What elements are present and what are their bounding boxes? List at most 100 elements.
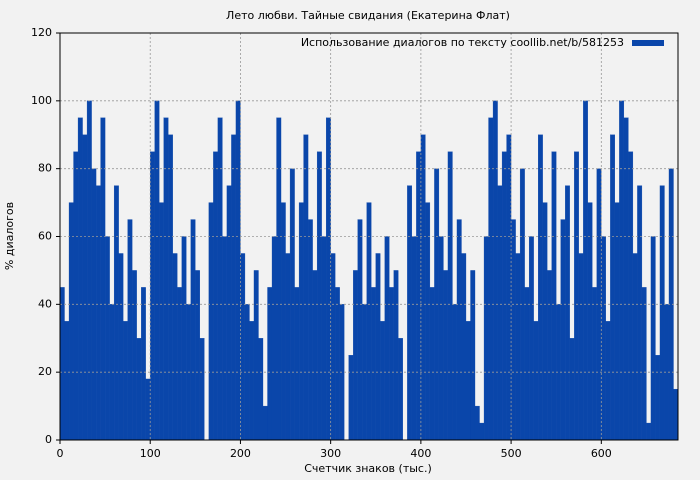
bar	[141, 287, 146, 441]
bar	[592, 287, 597, 441]
bar	[240, 253, 246, 441]
y-tick-label: 40	[38, 297, 52, 310]
x-tick-label: 300	[320, 447, 341, 460]
bar	[73, 151, 79, 441]
bar	[235, 100, 241, 441]
bar	[226, 185, 232, 441]
bar	[614, 202, 620, 441]
bar	[497, 185, 503, 441]
bar	[123, 321, 128, 441]
bar	[222, 236, 228, 441]
bar	[380, 321, 385, 441]
bar	[199, 338, 205, 441]
bar	[271, 236, 277, 441]
bar	[77, 117, 83, 441]
bar	[583, 100, 588, 441]
x-tick-label: 0	[57, 447, 64, 460]
bar	[533, 321, 539, 441]
bar	[384, 236, 390, 441]
bar	[208, 202, 214, 441]
bar	[488, 117, 494, 441]
bar	[181, 236, 187, 441]
bar	[425, 202, 431, 441]
bar	[150, 151, 155, 441]
x-axis-label: Счетчик знаков (тыс.)	[304, 462, 432, 475]
bar	[298, 202, 304, 441]
bar	[127, 219, 133, 441]
x-tick-label: 600	[591, 447, 612, 460]
bar	[330, 253, 336, 441]
bar	[632, 253, 638, 441]
bar	[655, 355, 661, 441]
bar	[506, 134, 512, 441]
bar	[411, 236, 417, 441]
x-tick-label: 100	[140, 447, 161, 460]
bar	[637, 185, 643, 441]
bar	[619, 100, 625, 441]
bar	[587, 202, 593, 441]
bar	[610, 134, 615, 441]
bar	[416, 151, 422, 441]
plot-frame	[59, 32, 679, 441]
bar	[154, 100, 160, 441]
bar	[280, 202, 286, 441]
bar	[68, 202, 74, 441]
bar	[100, 117, 106, 441]
bar	[393, 270, 399, 441]
bar	[168, 134, 173, 441]
bar	[628, 151, 634, 441]
y-tick-label: 80	[38, 162, 52, 175]
bar	[303, 134, 309, 441]
bar	[646, 422, 652, 441]
legend-swatch	[632, 40, 664, 46]
bar	[172, 253, 178, 441]
bar	[429, 287, 435, 441]
bar	[249, 321, 255, 441]
bar	[258, 338, 264, 441]
bar	[190, 219, 196, 441]
bar	[407, 185, 413, 441]
bar	[673, 388, 679, 441]
y-tick-label: 60	[38, 230, 52, 243]
bar	[542, 202, 548, 441]
bar	[95, 185, 101, 441]
bar	[623, 117, 629, 441]
bar	[560, 219, 566, 441]
bar	[605, 321, 611, 441]
bar	[659, 185, 665, 441]
bar	[353, 270, 358, 441]
bar	[641, 287, 647, 441]
bar	[650, 236, 656, 441]
bar	[321, 236, 327, 441]
bar	[578, 253, 584, 441]
bar	[312, 270, 318, 441]
legend-label: Использование диалогов по тексту coollib…	[301, 36, 624, 49]
bar	[447, 151, 453, 441]
bar	[357, 219, 363, 441]
bar	[574, 151, 579, 441]
bar	[195, 270, 200, 441]
bar	[136, 338, 142, 441]
x-tick-label: 500	[501, 447, 522, 460]
y-tick-label: 100	[31, 94, 52, 107]
bar	[443, 270, 449, 441]
bar	[551, 151, 557, 441]
bar	[104, 236, 110, 441]
bar	[569, 338, 575, 441]
bar	[474, 405, 480, 441]
bar	[547, 270, 552, 441]
bar	[366, 202, 372, 441]
bar	[159, 202, 164, 441]
bar	[389, 287, 394, 441]
bar	[438, 236, 444, 441]
bar	[528, 236, 534, 441]
bar	[479, 422, 485, 441]
bar	[253, 270, 259, 441]
bar	[420, 134, 426, 441]
bar	[294, 287, 300, 441]
bar	[82, 134, 88, 441]
bar	[501, 151, 507, 441]
bar	[398, 338, 403, 441]
bar	[285, 253, 291, 441]
y-tick-label: 120	[31, 26, 52, 39]
